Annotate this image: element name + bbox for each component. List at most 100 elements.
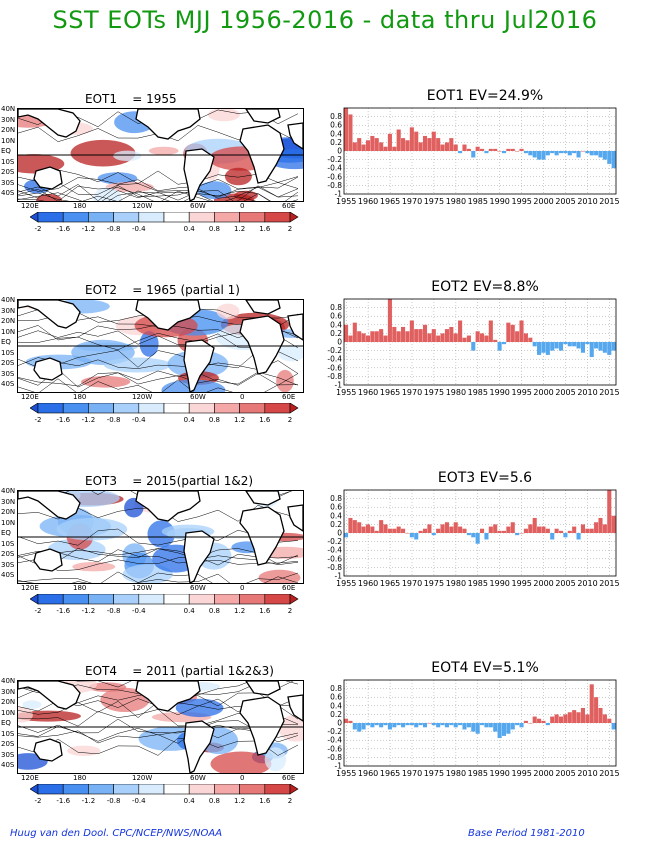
bar bbox=[440, 723, 445, 726]
bar bbox=[589, 151, 594, 156]
bar bbox=[401, 138, 406, 151]
bar bbox=[554, 151, 559, 156]
colorbar-swatch bbox=[88, 593, 114, 605]
bar bbox=[453, 723, 458, 728]
y-tick-label: 0.6 bbox=[330, 121, 342, 130]
lat-label: 30S bbox=[1, 750, 15, 759]
bar bbox=[594, 342, 599, 349]
bar bbox=[611, 515, 616, 533]
plot-frame bbox=[343, 107, 617, 195]
lat-label: 10N bbox=[1, 518, 16, 527]
y-tick-label: 0 bbox=[337, 529, 342, 538]
contour-line bbox=[18, 571, 299, 583]
bar bbox=[462, 723, 467, 730]
lat-label: 30N bbox=[1, 497, 16, 506]
land-outline bbox=[18, 681, 81, 710]
bar bbox=[370, 526, 375, 533]
bar bbox=[427, 333, 432, 342]
footer-credit: Huug van den Dool. CPC/NCEP/NWS/NOAA bbox=[10, 828, 223, 839]
lat-label: 10S bbox=[1, 729, 15, 738]
lat-label: 10S bbox=[1, 348, 15, 357]
colorbar-label: -2 bbox=[35, 225, 42, 233]
y-tick-label: -0.6 bbox=[327, 554, 342, 563]
colorbar-swatch bbox=[188, 783, 215, 795]
colorbar-arrow-left bbox=[29, 783, 39, 795]
lat-label: 10N bbox=[1, 136, 16, 145]
bar bbox=[519, 320, 524, 342]
bar bbox=[370, 135, 375, 151]
lon-label: 120E bbox=[21, 202, 39, 210]
bar bbox=[541, 151, 546, 160]
y-tick-label: 0.2 bbox=[330, 138, 342, 147]
x-tick-label: 1990 bbox=[490, 388, 510, 397]
colorbar-arrow-right bbox=[289, 402, 299, 414]
bar bbox=[361, 333, 366, 342]
anomaly-patch bbox=[93, 187, 122, 201]
contour-line bbox=[18, 737, 299, 756]
anomaly-patch bbox=[103, 357, 172, 373]
bar bbox=[436, 138, 441, 151]
colorbar-swatch bbox=[37, 211, 64, 223]
bar bbox=[554, 714, 559, 723]
y-tick-label: -1 bbox=[335, 190, 343, 199]
bar bbox=[462, 528, 467, 533]
x-tick-label: 1975 bbox=[424, 769, 444, 778]
colorbar-label: -2 bbox=[35, 416, 42, 424]
bar bbox=[409, 127, 414, 151]
bar bbox=[537, 718, 542, 723]
bar bbox=[602, 342, 607, 353]
bar bbox=[471, 151, 476, 158]
bar bbox=[497, 723, 502, 739]
bar bbox=[348, 720, 353, 723]
bar bbox=[611, 151, 616, 169]
bar bbox=[374, 723, 379, 726]
x-tick-label: 1960 bbox=[358, 579, 378, 588]
colorbar-label: 0.8 bbox=[209, 797, 220, 805]
bar bbox=[519, 148, 524, 151]
x-tick-label: 1965 bbox=[380, 388, 400, 397]
lon-label: 60W bbox=[190, 202, 206, 210]
eot-map bbox=[17, 680, 304, 774]
bar bbox=[392, 146, 397, 151]
bar bbox=[409, 320, 414, 342]
land-outline bbox=[287, 694, 303, 722]
bar bbox=[532, 151, 537, 158]
bar bbox=[370, 723, 375, 728]
x-tick-label: 2010 bbox=[577, 388, 597, 397]
colorbar-swatch bbox=[62, 402, 89, 414]
colorbar-label: -1.2 bbox=[82, 225, 96, 233]
bar bbox=[418, 530, 423, 533]
colorbar-label: 1.2 bbox=[234, 607, 245, 615]
colorbar-label: 0.4 bbox=[184, 797, 196, 805]
eot-timeseries-chart: -1 -0.8 -0.6 -0.4 -0.2 0 0.2 0.4 0.6 0.8 1955 1960 1… bbox=[320, 678, 620, 782]
y-tick-label: -0.4 bbox=[327, 736, 342, 745]
bar bbox=[480, 333, 485, 342]
bar bbox=[440, 524, 445, 533]
x-tick-label: 1955 bbox=[336, 579, 356, 588]
bar bbox=[545, 151, 550, 156]
bar bbox=[515, 331, 520, 342]
colorbar: -2 -1.6 -1.2 -0.8 -0.4 0.4 0.8 1.2 1.6 2 bbox=[29, 211, 302, 238]
colorbar-arrow-right bbox=[289, 593, 299, 605]
bar bbox=[344, 324, 349, 342]
bar bbox=[563, 151, 568, 154]
bar bbox=[567, 342, 572, 347]
bar bbox=[365, 335, 371, 342]
bar bbox=[484, 151, 489, 154]
colorbar-swatch bbox=[188, 211, 215, 223]
x-tick-label: 1960 bbox=[358, 388, 378, 397]
bar bbox=[405, 331, 410, 342]
bar bbox=[427, 723, 432, 724]
lon-label: 60W bbox=[190, 774, 206, 782]
colorbar-label: 1.6 bbox=[259, 607, 271, 615]
lat-label: 30N bbox=[1, 687, 16, 696]
y-tick-label: -0.8 bbox=[327, 753, 342, 762]
bar bbox=[414, 723, 419, 728]
lon-label: 0 bbox=[240, 774, 245, 782]
colorbar-swatch bbox=[264, 783, 291, 795]
bar bbox=[458, 151, 463, 154]
colorbar-label: -2 bbox=[35, 607, 42, 615]
bar bbox=[572, 710, 577, 723]
bar bbox=[523, 151, 528, 154]
land-outline bbox=[239, 124, 285, 184]
